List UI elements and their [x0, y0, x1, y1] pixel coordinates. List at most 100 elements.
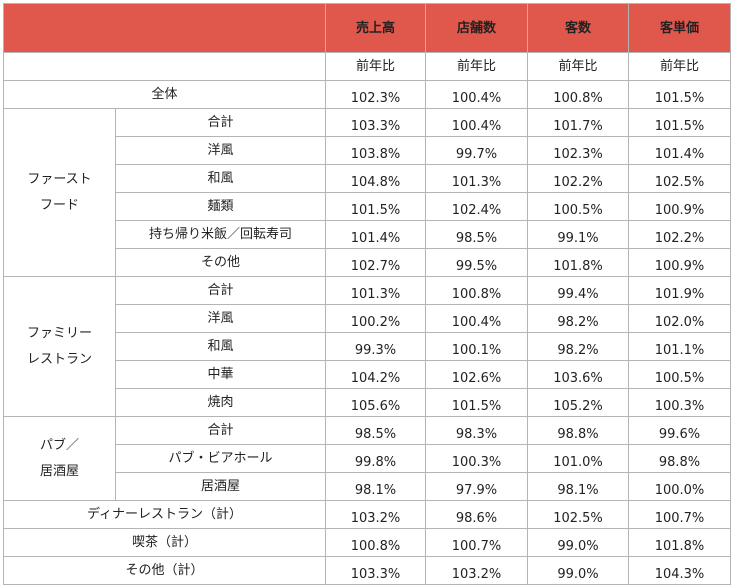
subheader-cell: 前年比: [425, 52, 528, 81]
row-label: 焼肉: [115, 388, 326, 417]
table-body: 売上高 店舗数 客数 客単価 前年比 前年比 前年比 前年比 全体 102.3% 100.4% 100…: [3, 3, 731, 585]
value-cell: 102.0%: [628, 304, 731, 333]
value-cell: 104.3%: [628, 556, 731, 585]
value-cell: 100.4%: [425, 80, 528, 109]
value-cell: 99.0%: [527, 528, 629, 557]
value-cell: 101.5%: [425, 388, 528, 417]
value-cell: 102.5%: [628, 164, 731, 193]
row-label: 合計: [115, 416, 326, 445]
value-cell: 105.2%: [527, 388, 629, 417]
value-cell: 102.3%: [527, 136, 629, 165]
value-cell: 98.5%: [425, 220, 528, 249]
row-label: 合計: [115, 108, 326, 137]
value-cell: 101.0%: [527, 444, 629, 473]
value-cell: 101.5%: [628, 108, 731, 137]
value-cell: 101.4%: [325, 220, 426, 249]
data-row: 持ち帰り米飯／回転寿司 101.4% 98.5% 99.1% 102.2%: [4, 220, 731, 249]
value-cell: 102.4%: [425, 192, 528, 221]
value-cell: 98.2%: [527, 332, 629, 361]
value-cell: 100.4%: [425, 108, 528, 137]
value-cell: 98.1%: [325, 472, 426, 501]
group-label: ファースト フード: [3, 108, 116, 277]
value-cell: 99.6%: [628, 416, 731, 445]
data-row: その他 102.7% 99.5% 101.8% 100.9%: [4, 248, 731, 277]
value-cell: 100.8%: [325, 528, 426, 557]
data-table: 売上高 店舗数 客数 客単価 前年比 前年比 前年比 前年比 全体 102.3% 100.4% 100…: [3, 3, 731, 585]
row-label: 持ち帰り米飯／回転寿司: [115, 220, 326, 249]
value-cell: 103.3%: [325, 556, 426, 585]
value-cell: 104.2%: [325, 360, 426, 389]
value-cell: 98.6%: [425, 500, 528, 529]
value-cell: 100.2%: [325, 304, 426, 333]
value-cell: 99.3%: [325, 332, 426, 361]
value-cell: 102.2%: [527, 164, 629, 193]
value-cell: 101.5%: [628, 80, 731, 109]
value-cell: 98.2%: [527, 304, 629, 333]
group-label-line: ファースト: [27, 171, 92, 187]
row-label: 和風: [115, 164, 326, 193]
column-header: 売上高: [325, 3, 426, 53]
value-cell: 100.9%: [628, 248, 731, 277]
value-cell: 101.4%: [628, 136, 731, 165]
value-cell: 100.8%: [527, 80, 629, 109]
value-cell: 100.9%: [628, 192, 731, 221]
row-label: 合計: [115, 276, 326, 305]
column-header: 客数: [527, 3, 629, 53]
row-label: 喫茶（計）: [3, 528, 326, 557]
value-cell: 100.3%: [628, 388, 731, 417]
row-label: その他（計）: [3, 556, 326, 585]
corner-cell: [3, 52, 326, 81]
value-cell: 100.1%: [425, 332, 528, 361]
group-label: ファミリーレストラン: [3, 276, 116, 417]
data-row: 和風 104.8% 101.3% 102.2% 102.5%: [4, 164, 731, 193]
subheader-row: 前年比 前年比 前年比 前年比: [3, 52, 731, 81]
value-cell: 100.8%: [425, 276, 528, 305]
value-cell: 101.3%: [325, 276, 426, 305]
group-label-line: 居酒屋: [39, 463, 79, 479]
value-cell: 100.0%: [628, 472, 731, 501]
row-label: 洋風: [115, 136, 326, 165]
value-cell: 103.2%: [325, 500, 426, 529]
corner-cell: [3, 3, 326, 53]
group-label-line: レストラン: [26, 351, 92, 367]
value-cell: 101.9%: [628, 276, 731, 305]
value-cell: 103.2%: [425, 556, 528, 585]
value-cell: 100.7%: [425, 528, 528, 557]
row-label: 居酒屋: [115, 472, 326, 501]
value-cell: 98.1%: [527, 472, 629, 501]
value-cell: 100.5%: [527, 192, 629, 221]
data-row: ファースト フード 合計 103.3% 100.4% 101.7% 101.5%: [3, 108, 731, 277]
data-row: 焼肉 105.6% 101.5% 105.2% 100.3%: [4, 388, 731, 417]
header-row: 売上高 店舗数 客数 客単価: [3, 3, 731, 53]
column-header: 客単価: [628, 3, 731, 53]
value-cell: 105.6%: [325, 388, 426, 417]
data-row: パブ・ビアホール 99.8% 100.3% 101.0% 98.8%: [4, 444, 731, 473]
group-label-line: フード: [39, 197, 79, 213]
value-cell: 103.8%: [325, 136, 426, 165]
value-cell: 101.3%: [425, 164, 528, 193]
value-cell: 100.3%: [425, 444, 528, 473]
group-label-line: ファミリー: [26, 325, 92, 341]
value-cell: 99.4%: [527, 276, 629, 305]
row-label: 中華: [115, 360, 326, 389]
value-cell: 98.3%: [425, 416, 528, 445]
data-row: 喫茶（計） 100.8% 100.7% 99.0% 101.8%: [3, 528, 731, 557]
data-row: ファミリー レストラン 合計 101.3% 100.8% 99.4% 101.9%: [3, 276, 731, 417]
value-cell: 100.5%: [628, 360, 731, 389]
value-cell: 100.4%: [425, 304, 528, 333]
value-cell: 101.8%: [527, 248, 629, 277]
subheader-cell: 前年比: [628, 52, 731, 81]
subheader-cell: 前年比: [325, 52, 426, 81]
row-label: ディナーレストラン（計）: [3, 500, 326, 529]
value-cell: 102.6%: [425, 360, 528, 389]
value-cell: 101.8%: [628, 528, 731, 557]
data-row: その他（計） 103.3% 103.2% 99.0% 104.3%: [3, 556, 731, 585]
value-cell: 103.3%: [325, 108, 426, 137]
row-label: 洋風: [115, 304, 326, 333]
value-cell: 97.9%: [425, 472, 528, 501]
value-cell: 99.8%: [325, 444, 426, 473]
subheader-cell: 前年比: [527, 52, 629, 81]
row-label: 全体: [3, 80, 326, 109]
value-cell: 102.5%: [527, 500, 629, 529]
